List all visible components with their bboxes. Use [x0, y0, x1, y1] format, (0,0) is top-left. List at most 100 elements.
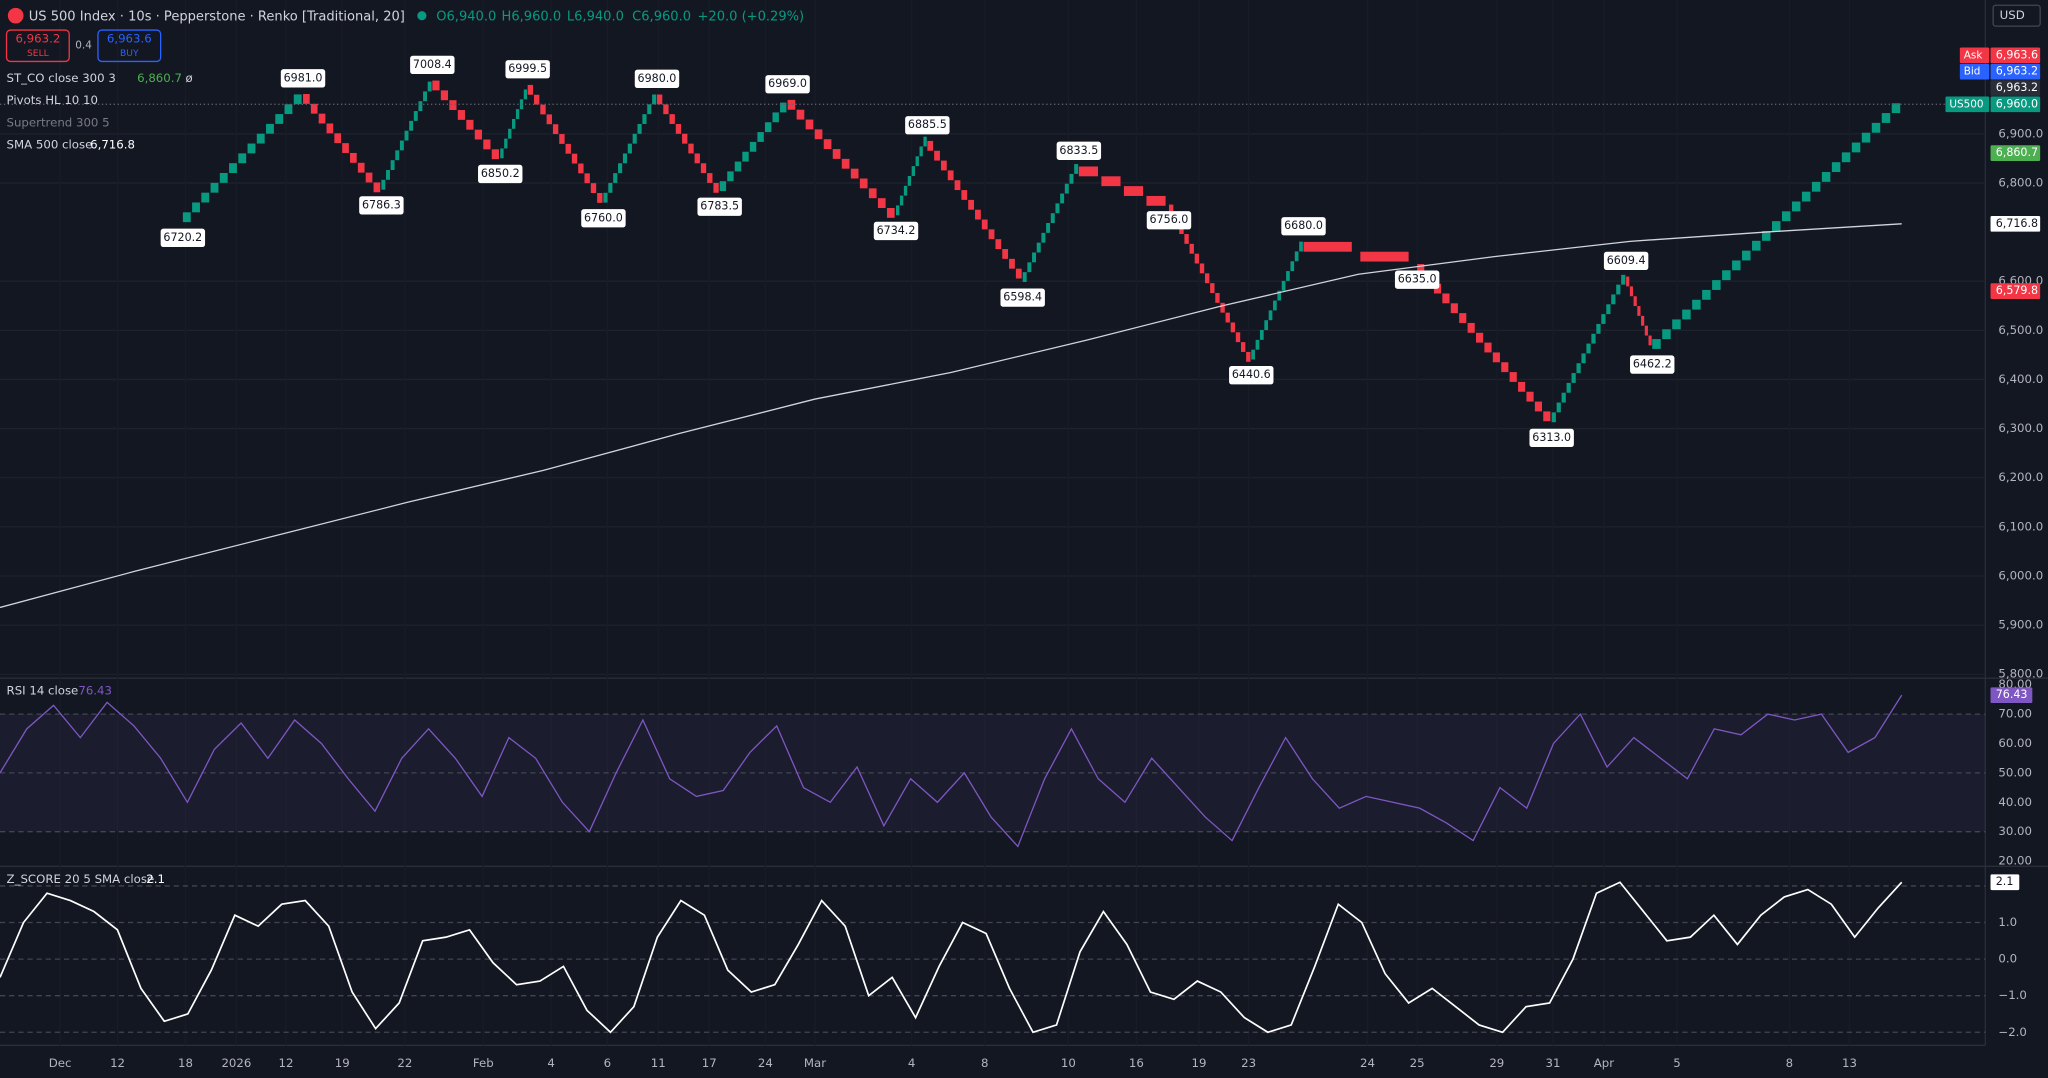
- zscore-value: 2.1: [146, 872, 165, 886]
- indicator-name: ST_CO close 300 3: [7, 71, 116, 85]
- sell-button[interactable]: [5, 29, 70, 63]
- y-tick-label: 6,100.0: [1998, 519, 2043, 533]
- renko-brick: [1811, 181, 1821, 192]
- x-tick-label: 2026: [221, 1056, 251, 1070]
- pivot-label-box: [1229, 366, 1274, 385]
- renko-brick: [1194, 253, 1200, 264]
- renko-brick: [404, 130, 409, 141]
- pivot-label-box: [359, 196, 404, 215]
- renko-brick: [1702, 289, 1711, 300]
- pivot-label: 6999.5: [508, 62, 547, 75]
- renko-brick: [1069, 173, 1074, 184]
- renko-brick: [742, 151, 749, 162]
- renko-brick: [1732, 260, 1741, 271]
- x-tick-label: 13: [1842, 1056, 1857, 1070]
- renko-brick: [386, 170, 390, 180]
- pivot-label-box: [905, 116, 950, 135]
- renko-brick: [1518, 381, 1526, 392]
- renko-brick: [1566, 382, 1571, 393]
- renko-brick: [1050, 213, 1055, 224]
- renko-brick: [1032, 252, 1037, 263]
- renko-brick: [552, 124, 559, 135]
- pivot-label: 6462.2: [1633, 358, 1672, 371]
- renko-brick: [1210, 283, 1215, 293]
- renko-brick: [886, 207, 895, 218]
- renko-brick: [427, 81, 432, 92]
- x-tick-label: 24: [1360, 1056, 1375, 1070]
- renko-brick: [1722, 270, 1731, 281]
- buy-button[interactable]: [97, 29, 162, 63]
- pivot-label: 6680.0: [1284, 219, 1323, 232]
- renko-brick: [903, 185, 908, 196]
- renko-brick: [1074, 164, 1079, 174]
- renko-brick: [1821, 172, 1831, 182]
- renko-brick: [975, 209, 981, 220]
- indicator-name: Supertrend 300 5: [7, 115, 110, 129]
- x-tick-label: 19: [335, 1056, 350, 1070]
- renko-brick: [1230, 322, 1236, 333]
- renko-brick: [1543, 411, 1551, 422]
- renko-brick: [373, 182, 381, 193]
- renko-brick: [1534, 401, 1543, 412]
- currency-button[interactable]: [1992, 4, 2041, 27]
- renko-brick: [1586, 343, 1591, 354]
- renko-brick: [652, 94, 657, 105]
- renko-brick: [915, 156, 919, 167]
- x-tick-label: 17: [702, 1056, 717, 1070]
- y-tick-label: 6,500.0: [1998, 323, 2043, 337]
- y-tick-label: 70.00: [1998, 707, 2032, 721]
- pivot-label: 6980.0: [638, 72, 677, 85]
- rsi-value: 76.43: [78, 684, 112, 698]
- renko-brick: [1861, 132, 1871, 143]
- renko-brick: [805, 119, 814, 130]
- pivot-label-box: [697, 197, 742, 216]
- renko-brick: [823, 139, 832, 150]
- renko-brick: [440, 90, 449, 101]
- status-dot: [417, 11, 427, 21]
- pivot-label-box: [280, 69, 326, 88]
- renko-brick: [559, 134, 565, 144]
- renko-brick: [669, 114, 675, 124]
- renko-brick: [1467, 322, 1475, 333]
- renko-brick: [201, 192, 210, 203]
- pivot-label: 6981.0: [284, 71, 323, 84]
- renko-brick: [907, 175, 912, 186]
- pivot-label-box: [410, 55, 455, 75]
- renko-brick: [449, 100, 457, 111]
- y-tick-label: 30.00: [1998, 824, 2032, 838]
- indicator-name: Pivots HL 10 10: [7, 93, 98, 107]
- pivot-label-box: [1630, 355, 1675, 374]
- pivot-label: 6760.0: [584, 211, 623, 224]
- indicator-value: 6,860.7: [137, 71, 182, 85]
- renko-brick: [757, 132, 764, 142]
- renko-brick: [238, 153, 247, 164]
- ohlc-value: O6,940.0: [436, 9, 496, 24]
- renko-brick: [632, 133, 637, 144]
- renko-brick: [1672, 319, 1681, 330]
- price-label: 6,579.8: [1996, 284, 2038, 297]
- pivot-label-box: [1394, 270, 1440, 289]
- renko-brick: [1259, 330, 1264, 340]
- renko-brick: [1015, 268, 1022, 279]
- renko-brick: [1501, 362, 1509, 373]
- renko-brick: [256, 133, 265, 144]
- renko-brick: [1581, 353, 1586, 364]
- x-tick-label: Apr: [1594, 1056, 1614, 1070]
- pivot-label-box: [1529, 428, 1574, 448]
- renko-brick: [961, 190, 968, 200]
- renko-brick: [899, 195, 904, 206]
- renko-brick: [413, 111, 418, 121]
- renko-brick: [508, 128, 512, 139]
- renko-brick: [603, 192, 608, 203]
- renko-brick: [934, 150, 940, 161]
- pivot-label: 6734.2: [877, 224, 916, 237]
- renko-brick: [1762, 230, 1771, 241]
- renko-brick: [1891, 103, 1901, 114]
- renko-brick: [1442, 293, 1450, 304]
- renko-brick: [787, 99, 796, 110]
- pivot-label-box: [1281, 217, 1326, 236]
- renko-brick: [1606, 304, 1611, 315]
- sell-label: SELL: [27, 49, 50, 59]
- renko-brick: [395, 150, 400, 161]
- renko-brick: [1002, 249, 1009, 259]
